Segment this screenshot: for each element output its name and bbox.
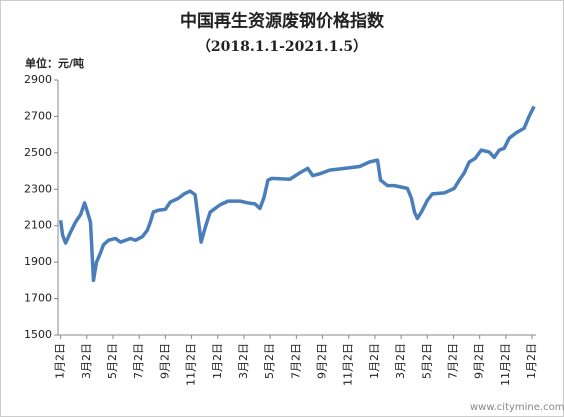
y-tick-label: 1900 xyxy=(24,255,52,268)
y-tick-label: 2500 xyxy=(24,146,52,159)
y-tick-label: 2100 xyxy=(24,219,52,232)
x-tick-label: 1月2日 xyxy=(211,343,224,379)
y-tick-label: 2700 xyxy=(24,109,52,122)
x-tick-label: 3月2日 xyxy=(237,343,250,379)
x-tick-label: 7月2日 xyxy=(446,343,459,379)
x-tick-label: 5月2日 xyxy=(420,343,433,379)
x-tick-label: 11月2日 xyxy=(499,343,512,386)
x-tick-label: 5月2日 xyxy=(106,343,119,379)
x-tick-label: 1月2日 xyxy=(525,343,538,379)
watermark: www.citymine.com.cn xyxy=(470,402,564,413)
y-tick-label: 1700 xyxy=(24,292,52,305)
chart-subtitle: （2018.1.1-2021.1.5） xyxy=(197,39,367,55)
unit-label: 单位：元/吨 xyxy=(25,56,84,70)
x-tick-label: 9月2日 xyxy=(158,343,171,379)
y-tick-label: 2300 xyxy=(24,182,52,195)
x-tick-label: 3月2日 xyxy=(394,343,407,379)
x-tick-label: 3月2日 xyxy=(80,343,93,379)
x-tick-label: 7月2日 xyxy=(132,343,145,379)
x-tick-label: 7月2日 xyxy=(289,343,302,379)
line xyxy=(58,105,536,283)
chart-title: 中国再生资源废钢价格指数 xyxy=(180,11,385,32)
x-tick-label: 9月2日 xyxy=(316,343,329,379)
x-tick-label: 9月2日 xyxy=(473,343,486,379)
x-tick-label: 11月2日 xyxy=(342,343,355,386)
x-tick-label: 5月2日 xyxy=(263,343,276,379)
y-tick-label: 2900 xyxy=(24,73,52,86)
y-tick-label: 1500 xyxy=(24,328,52,341)
x-tick-label: 1月2日 xyxy=(368,343,381,379)
x-tick-label: 1月2日 xyxy=(54,343,67,379)
x-tick-label: 11月2日 xyxy=(185,343,198,386)
